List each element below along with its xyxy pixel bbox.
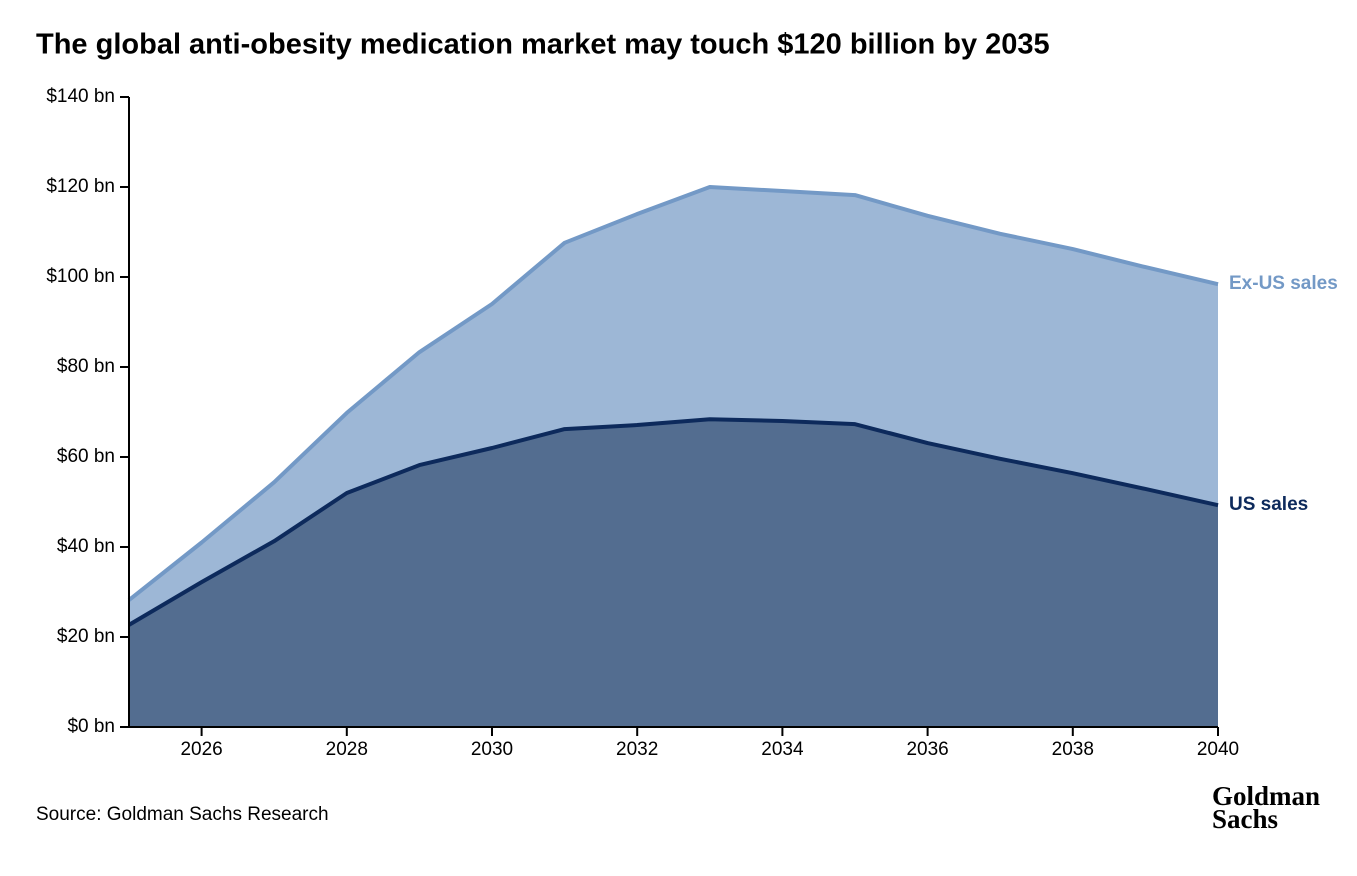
legend-label: US sales <box>1229 494 1308 515</box>
x-tick-label: 2034 <box>761 739 804 760</box>
y-tick-label: $100 bn <box>46 266 115 287</box>
x-tick-label: 2040 <box>1197 739 1239 760</box>
area <box>129 419 1218 727</box>
y-tick-label: $140 bn <box>46 86 115 107</box>
y-tick-label: $20 bn <box>57 626 115 647</box>
source: Source: Goldman Sachs Research <box>36 804 329 825</box>
y-tick-label: $40 bn <box>57 536 115 557</box>
x-tick-label: 2028 <box>326 739 368 760</box>
y-tick-label: $80 bn <box>57 356 115 377</box>
line <box>127 185 1219 602</box>
x-tick-label: 2036 <box>906 739 948 760</box>
logo: Sachs <box>1212 804 1278 834</box>
y-tick-label: $60 bn <box>57 446 115 467</box>
y-tick-label: $120 bn <box>46 176 115 197</box>
x-tick-label: 2032 <box>616 739 658 760</box>
x-tick-label: 2038 <box>1052 739 1094 760</box>
x-tick-label: 2026 <box>180 739 222 760</box>
area <box>129 187 1218 625</box>
line <box>127 417 1219 627</box>
logo: Goldman <box>1212 781 1320 811</box>
x-tick-label: 2030 <box>471 739 513 760</box>
legend-label: Ex-US sales <box>1229 273 1338 294</box>
y-tick-label: $0 bn <box>67 716 115 737</box>
chart-title: The global anti-obesity medication marke… <box>36 29 1050 61</box>
